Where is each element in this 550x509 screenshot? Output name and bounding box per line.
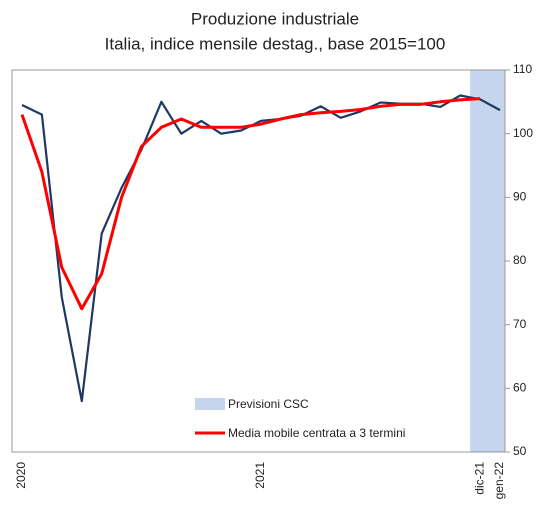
y-tick-label: 70 [513,317,527,331]
chart-subtitle: Italia, indice mensile destag., base 201… [105,34,446,53]
series-line [21,94,501,403]
y-tick-label: 80 [513,253,527,267]
y-tick-label: 90 [513,190,527,204]
plot-frame [11,69,506,453]
y-tick-label: 50 [513,444,527,458]
chart-title: Produzione industriale [191,9,359,28]
y-tick-label: 100 [513,126,533,140]
y-tick-label: 60 [513,381,527,395]
legend-swatch [195,398,225,410]
legend-label: Previsioni CSC [228,397,309,411]
y-tick-label: 110 [513,62,532,76]
forecast-band [470,70,505,452]
x-tick-label: dic-21 [472,462,486,495]
x-tick-label: 2021 [253,462,267,489]
legend-label: Media mobile centrata a 3 termini [228,426,405,440]
x-tick-label: 2020 [14,462,28,489]
x-tick-label: gen-22 [492,462,506,500]
series-line [20,97,481,311]
